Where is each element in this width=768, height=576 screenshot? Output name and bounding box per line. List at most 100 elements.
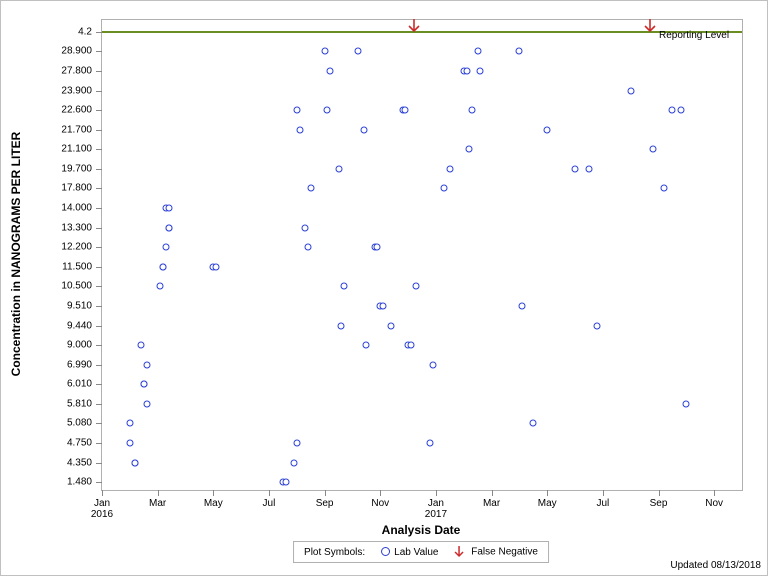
- lab-value-point: [165, 224, 172, 231]
- x-tick-label: May: [538, 498, 557, 509]
- lab-value-point: [363, 342, 370, 349]
- lab-value-point: [132, 459, 139, 466]
- lab-value-point: [296, 126, 303, 133]
- lab-value-point: [466, 146, 473, 153]
- y-tick-label: 4.2: [78, 26, 92, 37]
- y-tick-label: 17.800: [61, 183, 92, 194]
- lab-value-point: [143, 400, 150, 407]
- lab-value-point: [516, 48, 523, 55]
- lab-value-point: [293, 107, 300, 114]
- x-tick-label: May: [204, 498, 223, 509]
- legend-false-negative: False Negative: [450, 545, 537, 559]
- lab-value-point: [441, 185, 448, 192]
- lab-value-point: [469, 107, 476, 114]
- x-tick-label: Mar: [483, 498, 500, 509]
- y-tick-label: 4.750: [67, 438, 92, 449]
- legend-lab-value-label: Lab Value: [394, 547, 438, 558]
- plot-area: 1.4804.3504.7505.0805.8106.0106.9909.000…: [101, 19, 743, 491]
- y-tick-label: 13.300: [61, 222, 92, 233]
- y-tick-label: 6.990: [67, 359, 92, 370]
- y-tick-label: 22.600: [61, 105, 92, 116]
- lab-value-point: [519, 302, 526, 309]
- x-tick-label: Jan 2017: [425, 498, 447, 520]
- x-tick-label: Mar: [149, 498, 166, 509]
- x-tick-label: Nov: [705, 498, 723, 509]
- lab-value-point: [126, 420, 133, 427]
- y-tick-label: 6.010: [67, 379, 92, 390]
- lab-value-point: [307, 185, 314, 192]
- y-tick-label: 19.700: [61, 163, 92, 174]
- lab-value-point: [530, 420, 537, 427]
- lab-value-point: [402, 107, 409, 114]
- x-tick-label: Jan 2016: [91, 498, 113, 520]
- y-tick-label: 27.800: [61, 65, 92, 76]
- y-tick-label: 9.440: [67, 320, 92, 331]
- lab-value-point: [585, 165, 592, 172]
- y-axis-title: Concentration in NANOGRAMS PER LITER: [9, 132, 23, 377]
- y-tick-label: 5.080: [67, 418, 92, 429]
- lab-value-point: [213, 263, 220, 270]
- lab-value-point: [374, 244, 381, 251]
- lab-value-point: [407, 342, 414, 349]
- lab-value-point: [355, 48, 362, 55]
- lab-value-point: [427, 440, 434, 447]
- lab-value-point: [649, 146, 656, 153]
- circle-icon: [381, 547, 390, 556]
- lab-value-point: [126, 440, 133, 447]
- chart-container: 1.4804.3504.7505.0805.8106.0106.9909.000…: [0, 0, 768, 576]
- lab-value-point: [327, 67, 334, 74]
- reporting-level-label: Reporting Level: [659, 30, 729, 41]
- lab-value-point: [669, 107, 676, 114]
- lab-value-point: [380, 302, 387, 309]
- lab-value-point: [302, 224, 309, 231]
- y-tick-label: 28.900: [61, 46, 92, 57]
- y-tick-label: 1.480: [67, 477, 92, 488]
- y-tick-label: 21.700: [61, 124, 92, 135]
- x-tick-label: Sep: [650, 498, 668, 509]
- legend: Plot Symbols: Lab Value False Negative: [293, 541, 549, 563]
- lab-value-point: [293, 440, 300, 447]
- lab-value-point: [140, 381, 147, 388]
- down-arrow-icon: [452, 545, 466, 559]
- lab-value-point: [291, 459, 298, 466]
- x-tick-label: Sep: [316, 498, 334, 509]
- y-tick-label: 21.100: [61, 144, 92, 155]
- lab-value-point: [341, 283, 348, 290]
- lab-value-point: [430, 361, 437, 368]
- lab-value-point: [321, 48, 328, 55]
- lab-value-point: [594, 322, 601, 329]
- y-tick-label: 23.900: [61, 85, 92, 96]
- lab-value-point: [661, 185, 668, 192]
- x-tick-label: Jul: [263, 498, 276, 509]
- legend-false-negative-label: False Negative: [471, 547, 538, 558]
- lab-value-point: [572, 165, 579, 172]
- lab-value-point: [544, 126, 551, 133]
- lab-value-point: [143, 361, 150, 368]
- lab-value-point: [338, 322, 345, 329]
- lab-value-point: [683, 400, 690, 407]
- lab-value-point: [627, 87, 634, 94]
- lab-value-point: [474, 48, 481, 55]
- y-tick-label: 5.810: [67, 398, 92, 409]
- lab-value-point: [463, 67, 470, 74]
- lab-value-point: [360, 126, 367, 133]
- lab-value-point: [677, 107, 684, 114]
- lab-value-point: [157, 283, 164, 290]
- lab-value-point: [304, 244, 311, 251]
- y-tick-label: 11.500: [62, 261, 92, 272]
- x-tick-label: Jul: [596, 498, 609, 509]
- lab-value-point: [324, 107, 331, 114]
- lab-value-point: [137, 342, 144, 349]
- lab-value-point: [160, 263, 167, 270]
- legend-lab-value: Lab Value: [377, 547, 438, 558]
- lab-value-point: [165, 205, 172, 212]
- y-tick-label: 4.350: [67, 457, 92, 468]
- legend-title: Plot Symbols:: [304, 547, 365, 558]
- x-tick-label: Nov: [371, 498, 389, 509]
- lab-value-point: [335, 165, 342, 172]
- updated-text: Updated 08/13/2018: [670, 560, 761, 571]
- y-tick-label: 9.510: [67, 300, 92, 311]
- lab-value-point: [446, 165, 453, 172]
- y-tick-label: 14.000: [61, 203, 92, 214]
- x-axis-title: Analysis Date: [382, 523, 461, 537]
